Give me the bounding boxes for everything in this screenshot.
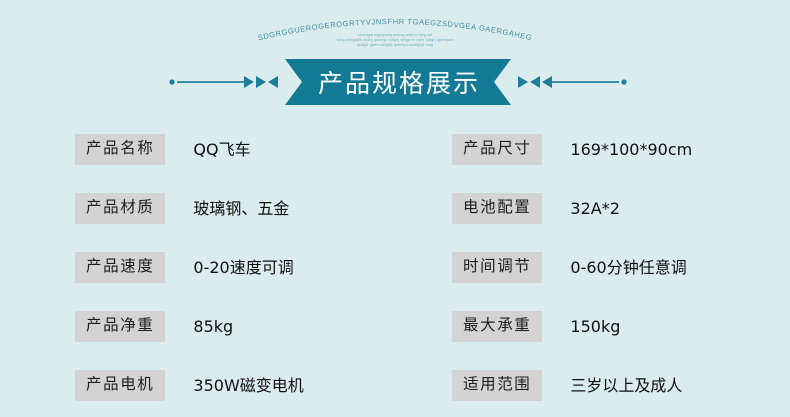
spec-label: 最大承重	[452, 311, 543, 342]
table-row: 产品名称 QQ飞车 产品尺寸 169*100*90cm	[0, 120, 790, 179]
spec-table: 产品名称 QQ飞车 产品尺寸 169*100*90cm 产品材质 玻璃钢、五金 …	[0, 120, 790, 417]
spec-cell-left: 产品电机 350W磁变电机	[0, 356, 380, 415]
spec-cell-right: 最大承重 150kg	[380, 297, 790, 356]
spec-value: 85kg	[193, 316, 234, 336]
spec-value: 350W磁变电机	[193, 375, 304, 395]
spec-label: 产品净重	[75, 311, 166, 342]
spec-label: 产品材质	[75, 193, 166, 224]
spec-label: 产品电机	[75, 370, 166, 401]
spec-cell-left: 产品净重 85kg	[0, 297, 380, 356]
spec-value: QQ飞车	[193, 139, 251, 159]
spec-value: 0-60分钟任意调	[570, 257, 687, 277]
decorative-micro-text: ssdhrtgw sfgsweqrg qwtrsg adfjhw sdfg sd…	[0, 33, 790, 49]
spec-value: 0-20速度可调	[193, 257, 294, 277]
table-row: 产品材质 玻璃钢、五金 电池配置 32A*2	[0, 179, 790, 238]
right-ornament-icon	[516, 72, 628, 92]
spec-cell-left: 产品材质 玻璃钢、五金	[0, 179, 380, 238]
spec-value: 玻璃钢、五金	[193, 198, 290, 218]
table-row: 产品净重 85kg 最大承重 150kg	[0, 297, 790, 356]
spec-cell-right: 时间调节 0-60分钟任意调	[380, 238, 790, 297]
spec-cell-right: 适用范围 三岁以上及成人	[380, 356, 790, 415]
micro-line-2: sdfg wertgsdfh asdfg qwertyu sdfghj sdfg…	[336, 38, 454, 43]
spec-value: 169*100*90cm	[570, 139, 693, 159]
spec-cell-left: 产品名称 QQ飞车	[0, 120, 380, 179]
table-row: 产品电机 350W磁变电机 适用范围 三岁以上及成人	[0, 356, 790, 415]
spec-value: 32A*2	[570, 198, 620, 218]
left-ornament-icon	[168, 72, 280, 92]
spec-label: 适用范围	[452, 370, 543, 401]
decorative-arc-text: SDGRGGUEROGEROGRTYVJNSFHR TGAEGZSDVGEA G…	[0, 8, 790, 50]
spec-value: 三岁以上及成人	[570, 375, 683, 395]
spec-value: 150kg	[570, 316, 621, 336]
table-row: 产品速度 0-20速度可调 时间调节 0-60分钟任意调	[0, 238, 790, 297]
page-title: 产品规格展示	[317, 69, 480, 98]
micro-line-3: asdfgh qwert sdfghjk qwertyui asdfghjk s…	[356, 43, 434, 48]
title-banner: 产品规格展示	[285, 59, 511, 105]
spec-label: 产品尺寸	[452, 134, 543, 165]
spec-cell-right: 产品尺寸 169*100*90cm	[380, 120, 790, 179]
banner-shape-icon	[285, 59, 511, 105]
spec-label: 电池配置	[452, 193, 543, 224]
spec-label: 时间调节	[452, 252, 543, 283]
spec-label: 产品速度	[75, 252, 166, 283]
spec-cell-left: 产品速度 0-20速度可调	[0, 238, 380, 297]
page-header: SDGRGGUEROGEROGRTYVJNSFHR TGAEGZSDVGEA G…	[0, 0, 790, 118]
spec-cell-right: 电池配置 32A*2	[380, 179, 790, 238]
spec-label: 产品名称	[75, 134, 166, 165]
micro-line-1: ssdhrtgw sfgsweqrg qwtrsg adfjhw sdfg sd…	[357, 33, 433, 37]
